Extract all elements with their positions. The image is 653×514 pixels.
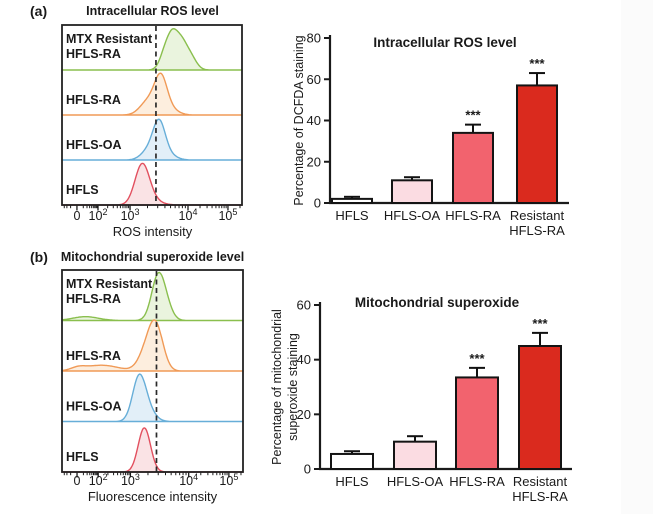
x-category-label: HFLS-RA <box>445 208 501 223</box>
trace-label-hfls: HFLS <box>66 183 99 197</box>
x-tick-label: 102 <box>89 207 108 223</box>
trace-label-mtx-resistant-hfls-ra: HFLS-RA <box>66 292 121 306</box>
bar-resistant-hfls-ra <box>516 84 558 204</box>
x-tick-label: 102 <box>89 472 108 488</box>
bar-hfls-oa <box>393 440 437 470</box>
histogram-title-b: Mitochondrial superoxide level <box>60 250 245 264</box>
x-category-label: Resistant <box>513 474 568 489</box>
y-tick-label: 0 <box>314 196 321 211</box>
chart-title: Mitochondrial superoxide <box>355 295 520 310</box>
trace-curve-hfls-ra <box>61 319 244 372</box>
trace-label-hfls: HFLS <box>66 450 99 464</box>
bar-hfls <box>330 452 374 471</box>
y-axis-label: Percentage of mitochondrial <box>270 309 284 465</box>
x-category-label: HFLS-OA <box>384 208 441 223</box>
chart-title: Intracellular ROS level <box>373 35 516 50</box>
trace-label-hfls-ra: HFLS-RA <box>66 349 121 363</box>
trace-curve-hfls-oa <box>61 118 243 161</box>
x-tick-label: 105 <box>219 472 238 488</box>
x-category-label: HFLS-RA <box>509 223 565 238</box>
x-tick-label: 0 <box>74 474 81 488</box>
trace-label-mtx-resistant-hfls-ra: MTX Resistant <box>66 277 153 291</box>
histogram-x-axis-label-b: Fluorescence intensity <box>87 489 218 504</box>
significance-stars: *** <box>465 108 481 123</box>
histogram-title-a: Intracellular ROS level <box>86 4 219 18</box>
trace-curve-hfls-ra <box>61 72 243 116</box>
bar-hfls-ra <box>455 376 499 470</box>
trace-label-hfls-ra: HFLS-RA <box>66 93 121 107</box>
y-tick-label: 40 <box>297 352 311 367</box>
trace-curve-mtx-resistant-hfls-ra <box>61 271 244 322</box>
y-tick-label: 80 <box>307 31 321 46</box>
y-tick-label: 0 <box>304 462 311 477</box>
x-tick-label: 103 <box>121 207 140 223</box>
x-category-label: HFLS-RA <box>512 489 568 504</box>
trace-curve-hfls-oa <box>61 373 244 423</box>
y-tick-label: 60 <box>297 298 311 313</box>
x-category-label: HFLS-RA <box>449 474 505 489</box>
x-tick-label: 105 <box>218 207 237 223</box>
trace-curve-mtx-resistant-hfls-ra <box>61 28 243 71</box>
y-axis-label: superoxide staining <box>286 333 300 441</box>
panel-label-b: (b) <box>30 249 48 265</box>
panel-label-a: (a) <box>30 3 48 19</box>
bar-hfls <box>331 197 373 204</box>
significance-stars: *** <box>529 56 545 71</box>
y-tick-label: 20 <box>297 407 311 422</box>
page-edge-strip <box>621 0 653 514</box>
bar-chart-a: Intracellular ROS level Percentage of DCF… <box>292 31 569 238</box>
x-tick-label: 0 <box>73 209 80 223</box>
trace-label-hfls-oa: HFLS-OA <box>66 400 122 414</box>
significance-stars: *** <box>532 316 548 331</box>
plot-border <box>61 269 244 473</box>
plot-border <box>61 24 243 206</box>
x-tick-label: 104 <box>179 472 198 488</box>
x-category-label: Resistant <box>510 208 565 223</box>
histogram-x-axis-label-a: ROS intensity <box>112 224 193 239</box>
significance-stars: *** <box>469 351 485 366</box>
x-tick-label: 104 <box>179 207 198 223</box>
x-category-label: HFLS-OA <box>387 474 444 489</box>
x-category-label: HFLS <box>335 474 369 489</box>
bar-chart-b: Mitochondrial superoxide Percentage of mi… <box>270 295 572 504</box>
bar-hfls-ra <box>452 131 494 204</box>
x-category-label: HFLS <box>335 208 369 223</box>
bar-resistant-hfls-ra <box>518 345 562 470</box>
trace-label-mtx-resistant-hfls-ra: MTX Resistant <box>66 32 153 46</box>
y-tick-label: 60 <box>307 72 321 87</box>
y-tick-label: 20 <box>307 154 321 169</box>
trace-label-mtx-resistant-hfls-ra: HFLS-RA <box>66 47 121 61</box>
trace-label-hfls-oa: HFLS-OA <box>66 138 122 152</box>
y-axis-label: Percentage of DCFDA staining <box>292 35 306 205</box>
x-tick-label: 103 <box>121 472 140 488</box>
bar-hfls-oa <box>391 179 433 204</box>
y-tick-label: 40 <box>307 113 321 128</box>
